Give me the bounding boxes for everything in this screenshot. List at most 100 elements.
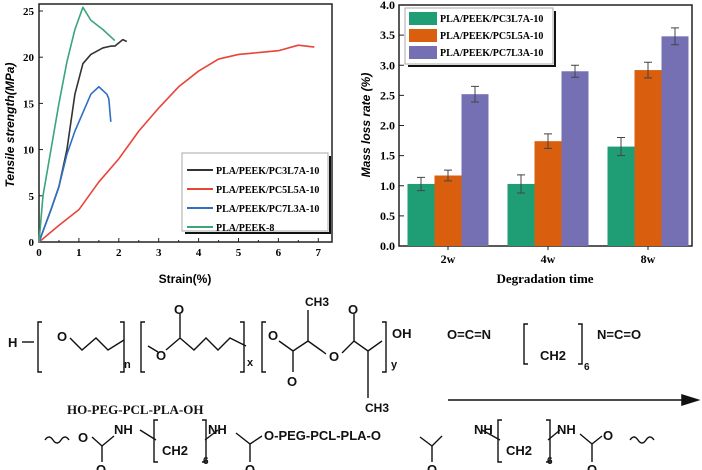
atom-label: O bbox=[57, 329, 67, 344]
atom-label: O bbox=[268, 328, 278, 343]
legend-shadow bbox=[185, 156, 331, 234]
legend-label: PLA/PEEK/PC7L3A-10 bbox=[216, 204, 319, 215]
error-bar bbox=[417, 176, 425, 192]
subscript-x: x bbox=[247, 357, 254, 369]
error-bar bbox=[571, 64, 579, 78]
error-bar bbox=[617, 137, 625, 157]
error-bar bbox=[671, 27, 679, 46]
atom-label: NH bbox=[474, 422, 493, 437]
reagent-subscript: 6 bbox=[584, 362, 590, 373]
atom-label: NH bbox=[208, 422, 227, 437]
error-bar bbox=[444, 169, 452, 182]
y-tick-label: 20 bbox=[23, 52, 35, 64]
x-tick-label: 8w bbox=[641, 252, 656, 266]
series-line bbox=[38, 44, 315, 243]
bar bbox=[534, 141, 562, 246]
bar bbox=[561, 71, 589, 247]
mass-loss-chart: 0.0 0.5 1.0 1.5 2.0 2.5 3.0 3.5 4.0 2w 4w 8w Degrad… bbox=[359, 0, 693, 286]
legend-shadow bbox=[408, 11, 556, 67]
x-tick-label: 0 bbox=[36, 247, 42, 259]
methyl-label: CH3 bbox=[365, 401, 389, 415]
atom-label: O bbox=[427, 462, 437, 470]
x-tick-label: 3 bbox=[156, 247, 162, 259]
atom-label: O bbox=[287, 374, 297, 389]
x-tick-label: 4 bbox=[196, 247, 202, 259]
atom-label: O bbox=[245, 462, 255, 470]
y-tick-label: 10 bbox=[23, 145, 35, 157]
y-tick-label: 3.5 bbox=[380, 28, 395, 42]
atom-label: O bbox=[96, 462, 106, 470]
subscript-y: y bbox=[391, 359, 398, 371]
atom-label: CH2 bbox=[162, 443, 188, 458]
legend-label: PLA/PEEK/PC7L3A-10 bbox=[440, 48, 543, 59]
reactant-structure bbox=[22, 310, 387, 398]
error-bar bbox=[644, 61, 652, 79]
reactant-name: HO-PEG-PCL-PLA-OH bbox=[67, 402, 204, 417]
subscript-n: n bbox=[124, 359, 131, 371]
y-tick-label: 25 bbox=[23, 6, 35, 18]
legend-label: PLA/PEEK/PC3L7A-10 bbox=[216, 166, 319, 177]
y-tick-label: 0.0 bbox=[380, 239, 395, 253]
plot-frame bbox=[38, 3, 333, 243]
legend-box bbox=[181, 152, 329, 232]
x-tick-label: 6 bbox=[276, 247, 282, 259]
legend-swatch bbox=[409, 46, 437, 59]
legend-label: PLA/PEEK/PC3L7A-10 bbox=[440, 14, 543, 25]
bar bbox=[507, 183, 535, 246]
y-axis-label: Mass loss rate (%) bbox=[359, 73, 373, 178]
y-tick-label: 2.0 bbox=[380, 119, 395, 133]
wavy-bond-icon bbox=[44, 436, 70, 444]
x-tick-label: 7 bbox=[316, 247, 322, 259]
chain-segment: O-PEG-PCL-PLA-O bbox=[264, 428, 381, 443]
error-bar bbox=[517, 174, 525, 194]
legend-swatch bbox=[409, 29, 437, 42]
x-tick-label: 1 bbox=[76, 247, 82, 259]
error-bar bbox=[544, 133, 552, 149]
atom-label: OH bbox=[392, 326, 412, 341]
bar bbox=[634, 70, 662, 246]
bar bbox=[661, 36, 689, 246]
atom-label: O bbox=[329, 349, 339, 364]
y-tick-label: 5 bbox=[29, 191, 35, 203]
y-tick-label: 3.0 bbox=[380, 58, 395, 72]
methyl-label: CH3 bbox=[305, 295, 329, 309]
y-tick-label: 2.5 bbox=[380, 88, 395, 102]
atom-label: CH2 bbox=[506, 443, 532, 458]
legend: PLA/PEEK/PC3L7A-10 PLA/PEEK/PC5L5A-10 PLA/… bbox=[404, 7, 556, 67]
atom-label: O bbox=[348, 302, 358, 317]
bar bbox=[461, 94, 489, 246]
product-structure bbox=[44, 419, 655, 463]
legend-label: PLA/PEEK/PC5L5A-10 bbox=[440, 31, 543, 42]
legend: PLA/PEEK/PC3L7A-10 PLA/PEEK/PC5L5A-10 PLA/… bbox=[181, 152, 331, 234]
y-tick-label: 0 bbox=[29, 237, 35, 249]
reagent-isocyanate-right: N=C=O bbox=[597, 327, 641, 342]
legend-label: PLA/PEEK/PC5L5A-10 bbox=[216, 185, 319, 196]
atom-label: O bbox=[156, 348, 166, 363]
atom-label: O bbox=[174, 302, 184, 317]
series-line bbox=[38, 85, 112, 243]
bracket-reagent bbox=[523, 323, 583, 365]
bar bbox=[434, 175, 462, 246]
reagent-isocyanate-left: O=C=N bbox=[447, 327, 491, 342]
wavy-bond-icon bbox=[629, 436, 655, 444]
bracket-pla bbox=[261, 321, 387, 373]
atom-label: H bbox=[8, 335, 17, 350]
atom-label: O bbox=[603, 428, 613, 443]
bar bbox=[607, 146, 635, 246]
x-tick-label: 4w bbox=[541, 252, 556, 266]
x-tick-label: 2 bbox=[116, 247, 122, 259]
reaction-scheme: H O n O O x O O CH3 O O OH y CH3 HO-PEG-… bbox=[8, 295, 701, 470]
legend-swatch bbox=[409, 12, 437, 25]
error-bar bbox=[471, 85, 479, 103]
reagent-ch2: CH2 bbox=[540, 348, 566, 363]
y-tick-label: 1.5 bbox=[380, 149, 395, 163]
tensile-chart: 0 1 2 3 4 5 6 7 0 5 10 15 20 25 Strain(%) Tensile str… bbox=[3, 3, 333, 286]
subscript: 6 bbox=[547, 456, 553, 467]
atom-label: NH bbox=[114, 422, 133, 437]
bracket-peg bbox=[37, 321, 125, 373]
atom-label: O bbox=[587, 462, 597, 470]
subscript: 6 bbox=[203, 456, 209, 467]
x-axis-label: Strain(%) bbox=[159, 272, 212, 286]
